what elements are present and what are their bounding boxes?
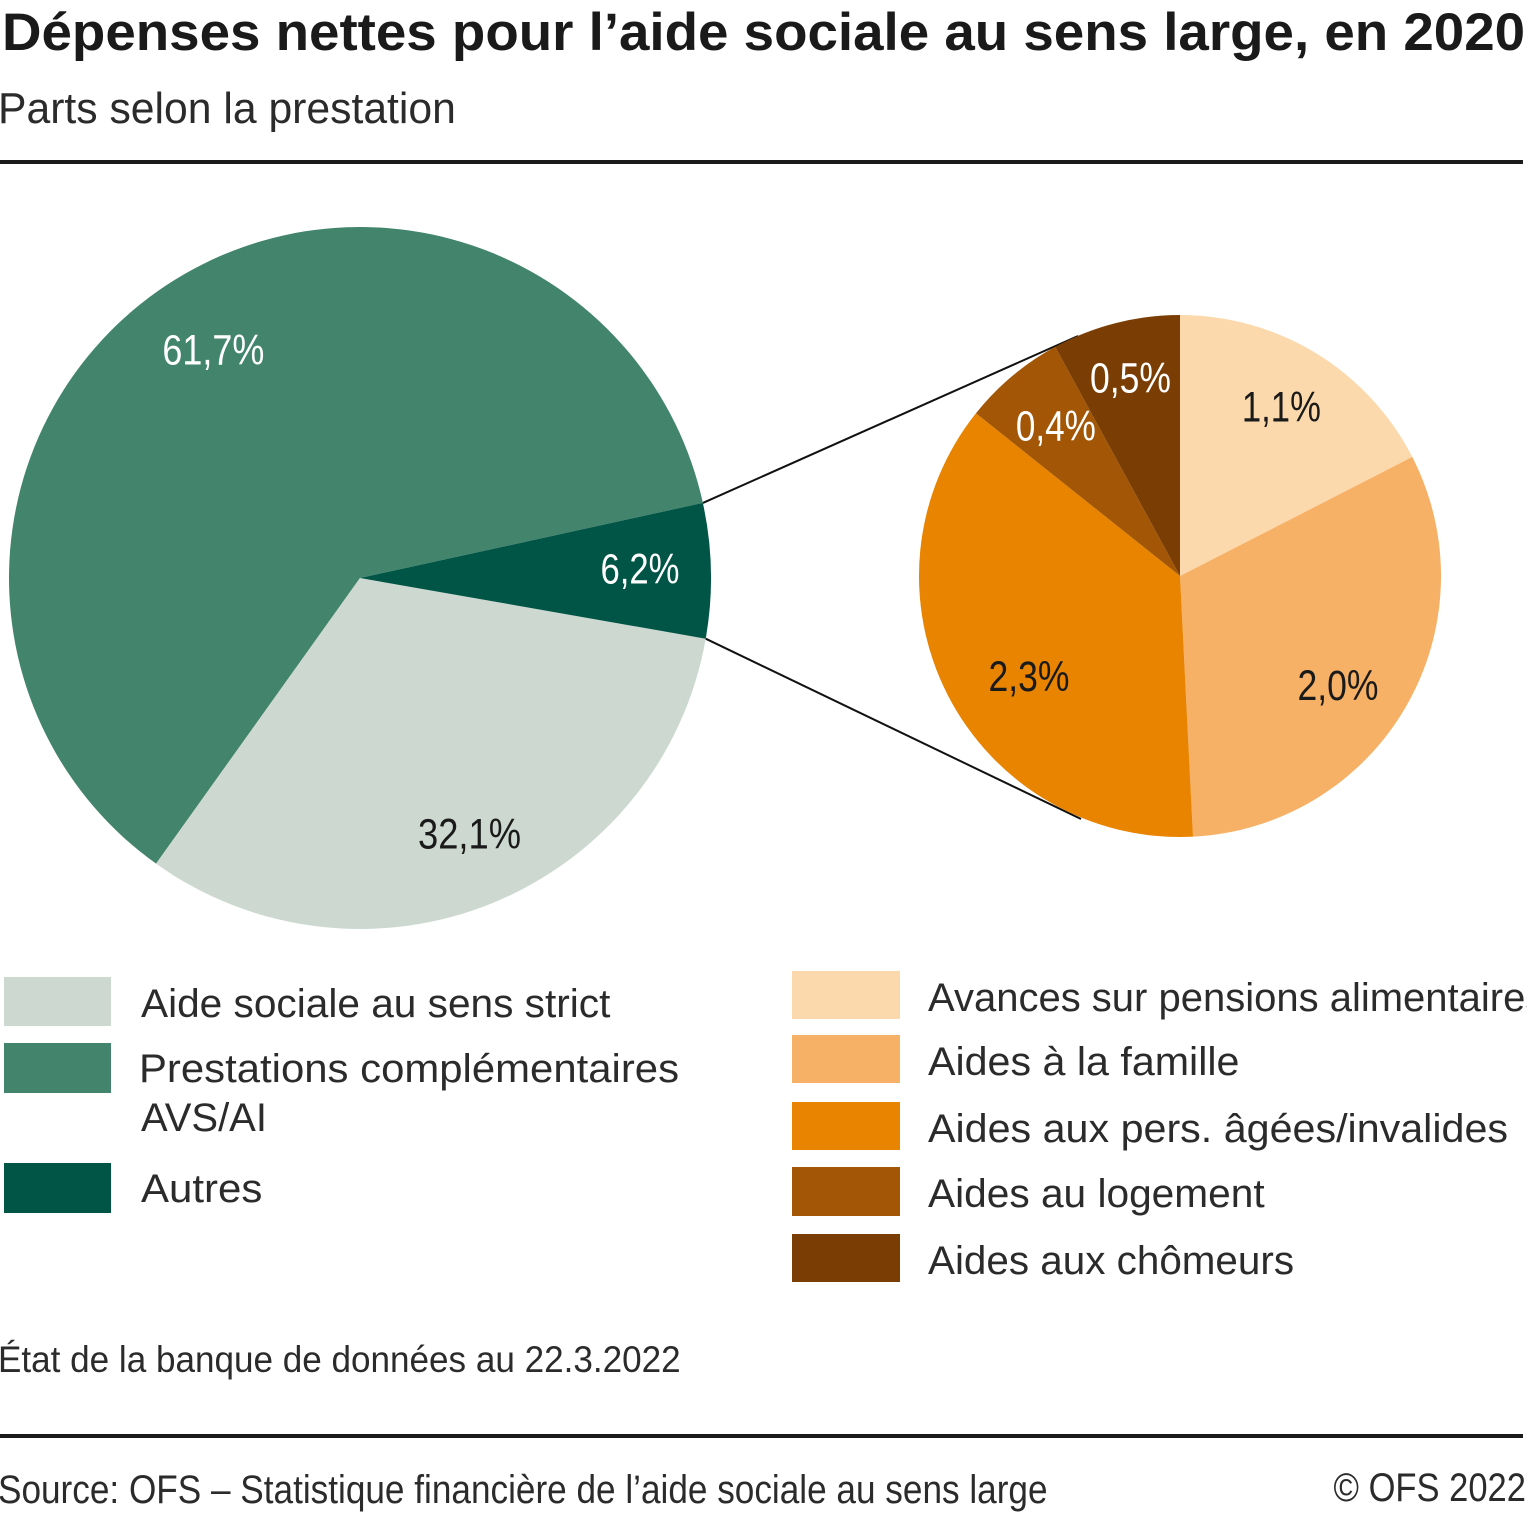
svg-text:61,7%: 61,7% <box>162 327 264 375</box>
svg-text:6,2%: 6,2% <box>601 546 680 594</box>
svg-text:0,4%: 0,4% <box>1016 403 1096 451</box>
svg-text:32,1%: 32,1% <box>418 810 521 858</box>
svg-text:1,1%: 1,1% <box>1242 384 1321 432</box>
svg-text:2,0%: 2,0% <box>1298 662 1379 710</box>
svg-text:2,3%: 2,3% <box>989 653 1070 701</box>
svg-text:0,5%: 0,5% <box>1090 355 1171 403</box>
